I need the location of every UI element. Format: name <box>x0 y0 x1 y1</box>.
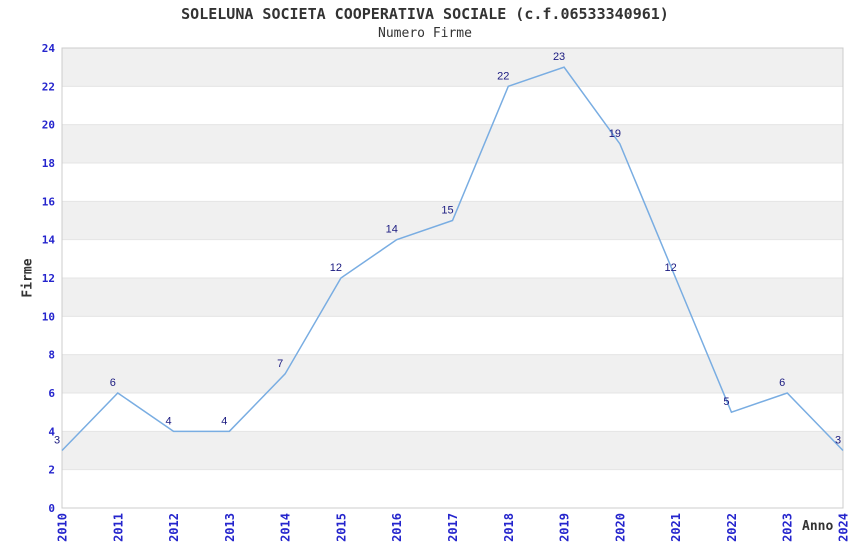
grid-band <box>62 354 843 393</box>
x-tick-label: 2019 <box>558 513 572 542</box>
grid-band <box>62 278 843 317</box>
grid-band <box>62 48 843 87</box>
grid-band <box>62 431 843 470</box>
data-point-label: 22 <box>497 70 509 82</box>
series-line <box>61 66 844 452</box>
data-point-label: 23 <box>553 51 565 63</box>
x-tick-label: 2015 <box>334 513 348 542</box>
x-tick-label: 2010 <box>56 513 70 542</box>
x-tick-label: 2022 <box>725 513 739 542</box>
x-axis-title: Anno <box>802 519 834 534</box>
data-point-label: 6 <box>779 377 785 389</box>
data-point-label: 3 <box>835 435 841 447</box>
data-point-label: 12 <box>330 262 342 274</box>
x-tick-label: 2011 <box>111 513 125 542</box>
plot-border <box>61 47 844 509</box>
y-tick-label: 20 <box>42 119 55 132</box>
x-tick-label: 2021 <box>669 513 683 542</box>
x-tick-label: 2024 <box>837 513 850 542</box>
grid-band <box>62 124 843 163</box>
data-point-label: 12 <box>665 262 677 274</box>
chart-subtitle: Numero Firme <box>378 26 472 41</box>
x-tick-label: 2020 <box>613 513 627 542</box>
x-tick-label: 2017 <box>446 513 460 542</box>
y-tick-label: 8 <box>48 349 55 362</box>
data-point-label: 5 <box>723 396 729 408</box>
y-tick-label: 12 <box>42 272 55 285</box>
y-tick-label: 14 <box>42 234 56 247</box>
data-point-label: 6 <box>110 377 116 389</box>
y-tick-label: 16 <box>42 195 56 208</box>
x-tick-label: 2016 <box>390 513 404 542</box>
x-tick-label: 2023 <box>781 513 795 542</box>
y-tick-label: 10 <box>42 310 55 323</box>
data-point-label: 4 <box>221 415 227 427</box>
data-point-label: 4 <box>166 415 172 427</box>
y-tick-label: 6 <box>48 387 55 400</box>
x-tick-label: 2013 <box>223 513 237 542</box>
y-tick-label: 4 <box>48 425 55 438</box>
chart-title: SOLELUNA SOCIETA COOPERATIVA SOCIALE (c.… <box>181 5 669 23</box>
y-tick-label: 18 <box>42 157 55 170</box>
x-tick-label: 2012 <box>167 513 181 542</box>
x-tick-label: 2014 <box>279 513 293 542</box>
y-tick-label: 22 <box>42 80 55 93</box>
data-point-label: 7 <box>277 358 283 370</box>
data-point-label: 19 <box>609 128 621 140</box>
data-point-label: 14 <box>386 224 398 236</box>
data-point-label: 15 <box>441 205 453 217</box>
y-tick-label: 24 <box>42 42 56 55</box>
data-point-label: 3 <box>54 435 60 447</box>
y-tick-label: 2 <box>48 464 55 477</box>
x-tick-label: 2018 <box>502 513 516 542</box>
y-tick-label: 0 <box>48 502 55 515</box>
